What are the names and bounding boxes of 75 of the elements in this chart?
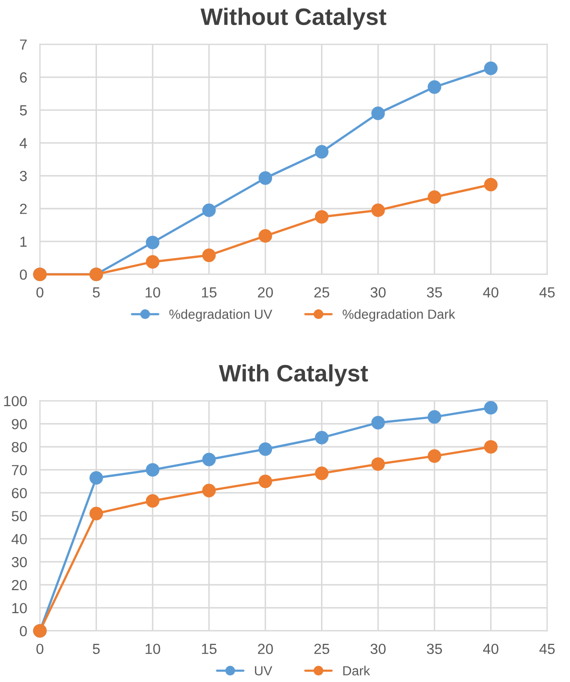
y-tick-label: 0: [20, 626, 27, 636]
y-tick-label: 2: [20, 204, 27, 214]
y-tick-label: 90: [12, 418, 27, 430]
point: [484, 62, 498, 76]
x-tick-label: 0: [36, 287, 44, 298]
point: [89, 471, 104, 485]
point: [314, 430, 329, 444]
point: [484, 440, 498, 454]
point: [314, 145, 329, 159]
point: [146, 494, 160, 508]
point: [146, 236, 160, 250]
x-tick-label: 45: [539, 644, 555, 654]
point: [89, 506, 104, 520]
point: [202, 248, 216, 262]
x-tick-label: 15: [202, 644, 216, 654]
point: [258, 442, 272, 456]
point: [202, 484, 216, 498]
y-tick-label: 20: [12, 580, 27, 590]
y-tick-label: 80: [12, 442, 27, 452]
y-tick-label: 6: [20, 72, 27, 83]
point: [484, 178, 498, 192]
y-tick-label: 5: [20, 105, 27, 116]
x-tick-label: 25: [314, 644, 330, 654]
point: [202, 452, 216, 466]
x-tick-label: 45: [539, 287, 555, 298]
point: [428, 190, 442, 204]
y-tick-label: 100: [4, 396, 27, 406]
point: [371, 203, 385, 218]
point: [371, 416, 385, 430]
legend-label: %degradation Dark: [342, 309, 456, 322]
x-tick-label: 10: [146, 644, 160, 654]
point: [146, 255, 160, 269]
y-tick-label: 1: [20, 236, 27, 247]
point: [202, 203, 216, 218]
x-tick-label: 20: [258, 287, 273, 298]
x-tick-label: 15: [202, 287, 216, 298]
point: [484, 400, 498, 415]
x-tick-label: 40: [483, 644, 498, 654]
y-tick-label: 60: [12, 488, 27, 498]
x-tick-label: 0: [36, 644, 44, 654]
x-tick-label: 30: [370, 644, 386, 654]
y-tick-label: 3: [20, 170, 27, 182]
x-tick-label: 40: [483, 287, 498, 298]
point: [258, 229, 272, 243]
point: [258, 171, 272, 185]
y-tick-label: 70: [12, 464, 27, 476]
chart-title: With Catalyst: [218, 364, 368, 386]
point: [371, 457, 385, 471]
x-tick-label: 5: [92, 644, 100, 654]
y-tick-label: 50: [12, 510, 27, 522]
legend-label: UV: [254, 666, 272, 676]
x-tick-label: 5: [92, 287, 100, 298]
legend-label: %degradation UV: [169, 309, 272, 322]
y-tick-label: 30: [12, 556, 27, 568]
y-tick-label: 4: [20, 138, 27, 148]
point: [314, 466, 329, 480]
y-tick-label: 40: [12, 534, 27, 544]
point: [428, 449, 442, 463]
x-tick-label: 20: [258, 644, 273, 654]
x-tick-label: 25: [314, 287, 330, 298]
point: [146, 463, 160, 477]
point: [428, 410, 442, 424]
y-tick-label: 10: [12, 602, 27, 614]
x-tick-label: 30: [370, 287, 386, 298]
x-tick-label: 35: [426, 287, 442, 298]
point: [314, 210, 329, 224]
y-tick-label: 7: [20, 40, 27, 50]
point: [428, 80, 442, 94]
chart-title: Without Catalyst: [200, 8, 386, 30]
point: [371, 106, 385, 120]
point: [258, 474, 272, 488]
legend-label: Dark: [343, 666, 370, 676]
x-tick-label: 35: [426, 644, 442, 654]
y-tick-label: 0: [20, 269, 27, 280]
x-tick-label: 10: [146, 287, 160, 298]
